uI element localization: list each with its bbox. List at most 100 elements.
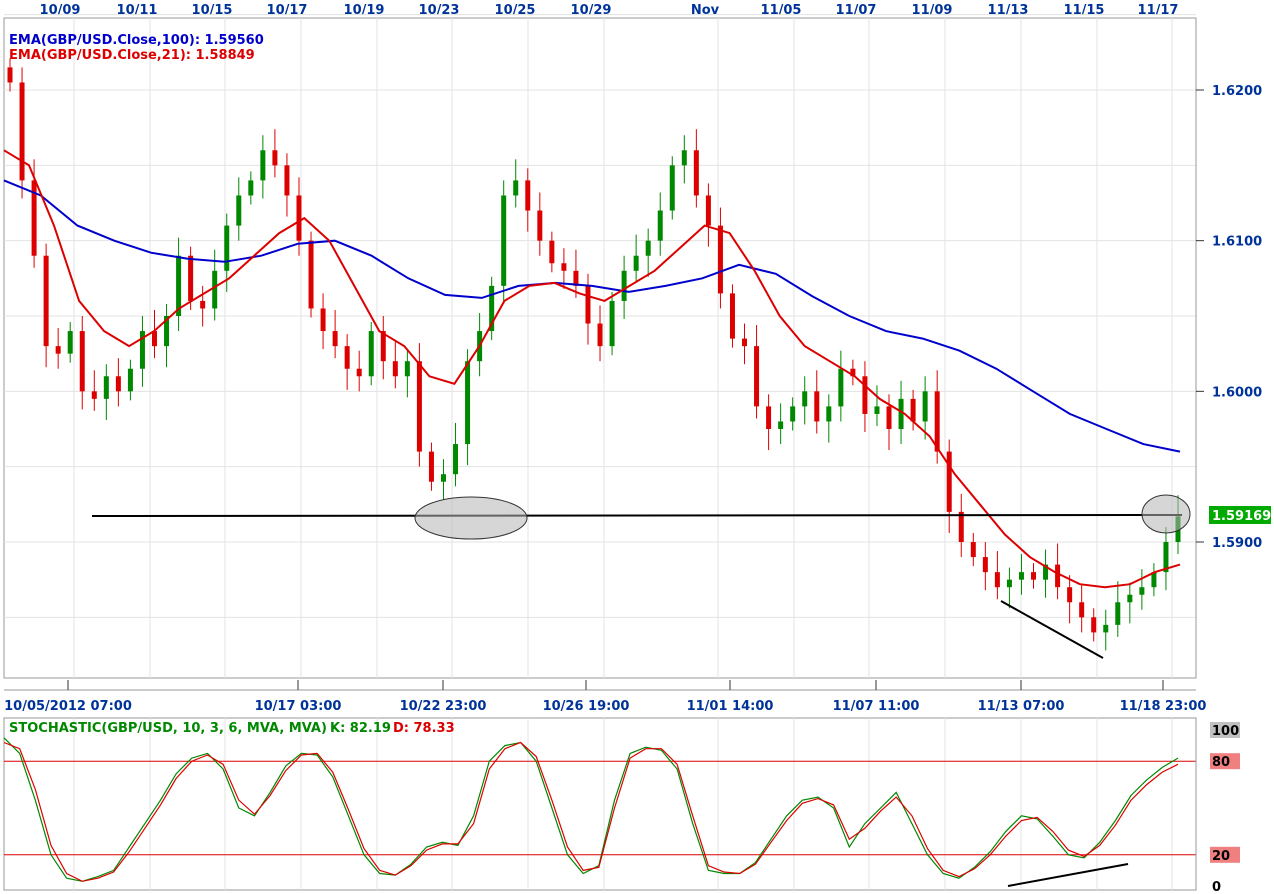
candle-body [717,225,723,294]
candle-body [404,361,410,377]
price-tick-label: 1.6200 [1212,84,1262,99]
candle-body [645,240,651,256]
candle-body [284,165,290,196]
annotations [91,494,1191,659]
stochastic-lines [3,737,1179,882]
time-tick-label: 10/05/2012 07:00 [4,699,132,714]
candle-body [188,255,194,301]
candle-body [1067,587,1073,603]
stoch-tick-bg [1210,753,1240,770]
top-date-label: 11/17 [1138,3,1179,18]
candle-body [356,368,362,377]
candle-body [729,293,735,339]
top-date-label: 10/25 [495,3,536,18]
stoch-tick-label: 100 [1212,724,1239,739]
candle-body [1115,602,1121,625]
candle-body [910,398,916,422]
time-tick-label: 11/01 14:00 [687,699,774,714]
stochastic-k-line [3,737,1179,882]
top-date-label: Nov [691,3,720,18]
stochastic-axis: 100 80 20 0 [1195,718,1240,894]
time-tick-label: 11/07 11:00 [833,699,920,714]
candle-body [440,474,446,482]
candle-body [200,300,206,309]
top-date-label: 11/09 [912,3,953,18]
candle-body [392,361,398,377]
candle-body [332,331,338,347]
candle-body [994,572,1000,588]
price-tick-label: 1.6000 [1212,385,1262,400]
candle-body [790,406,796,422]
last-price-label: 1.59169 [1212,509,1271,524]
candle-body [669,165,675,211]
candle-body [224,225,230,271]
candle-body [344,346,350,369]
top-date-label: 11/07 [836,3,877,18]
ema-lines [3,149,1181,589]
candle-body [55,346,61,354]
candle-body [115,376,121,392]
candle-body [561,263,567,271]
candle-body [7,67,13,83]
top-date-label: 11/15 [1064,3,1105,18]
candle-body [1031,572,1037,580]
stoch-tick-label: 0 [1212,880,1221,894]
candle-body [19,82,25,181]
candle-body [260,150,266,181]
candle-body [874,406,880,414]
top-date-label: 11/05 [761,3,802,18]
candle-body [103,376,109,399]
candle-body [127,368,133,392]
last-price-marker: 1.59169 [1209,506,1271,524]
stochastic-divergence-line [1007,863,1129,887]
candle-body [272,150,278,166]
support-line [91,514,1183,517]
stoch-tick-bg [1210,878,1240,894]
candle-body [31,180,37,256]
candle-body [368,331,374,377]
candle-body [946,451,952,512]
price-divergence-line [1000,600,1104,659]
time-tick-label: 10/26 19:00 [543,699,630,714]
top-date-label: 11/13 [988,3,1029,18]
candle-body [681,150,687,166]
candle-body [934,391,940,452]
stoch-tick-label: 80 [1212,755,1230,770]
candle-body [802,391,808,407]
ema100-line [3,179,1181,453]
candle-body [1043,564,1049,580]
stochastic-k-label: K: 82.19 [330,721,391,736]
candle-body [428,451,434,482]
stochastic-d-label: D: 78.33 [393,721,455,736]
candle-body [1163,542,1169,573]
candle-body [79,331,85,392]
candle-body [380,331,386,362]
stochastic-title: STOCHASTIC(GBP/USD, 10, 3, 6, MVA, MVA) … [9,721,337,736]
candle-body [501,195,507,286]
candle-body [43,255,49,347]
candle-body [693,150,699,196]
candle-body [898,398,904,429]
candle-body [513,180,519,196]
candle-body [525,180,531,211]
candle-body [573,270,579,286]
candle-body [958,511,964,542]
candle-body [742,338,748,347]
candle-body [970,542,976,558]
ema-legend: EMA(GBP/USD.Close,100): 1.59560 EMA(GBP/… [9,33,264,63]
candle-body [139,331,145,369]
candle-body [465,361,471,445]
candle-body [754,346,760,407]
candle-body [296,195,302,241]
price-grid [4,14,1196,678]
candle-body [453,444,459,475]
candle-body [67,331,73,354]
stochastic-d-line [3,741,1179,882]
candle-body [778,421,784,429]
price-tick-label: 1.6100 [1212,235,1262,250]
candle-body [1006,579,1012,588]
candle-body [549,240,555,264]
candle-body [922,391,928,422]
candlesticks [7,58,1181,651]
